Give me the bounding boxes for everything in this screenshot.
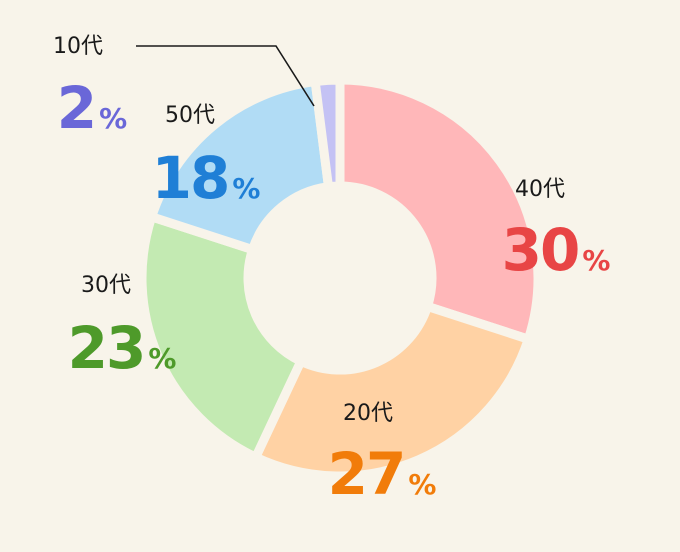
slice-value-label: 30% — [502, 216, 611, 284]
slice-labels: 40代 30 % 20代 27 % 30代 23 % 50代 18 % 10代 2% — [53, 34, 610, 508]
leader-line-10s — [136, 45, 315, 107]
donut-slices — [137, 75, 543, 481]
slice-category-label: 40代 — [515, 177, 565, 202]
slice-value-label: 18% — [152, 144, 261, 212]
slice-category-label: 30代 — [81, 273, 131, 298]
donut-slice — [137, 211, 307, 464]
slice-value-label: 27% — [328, 440, 437, 508]
donut-slice — [310, 75, 345, 192]
slice-value-label: 2% — [57, 74, 127, 142]
slice-category-label: 20代 — [343, 401, 393, 426]
slice-value-label: 23% — [68, 314, 177, 382]
slice-category-label: 10代 — [53, 34, 103, 59]
donut-slice — [146, 76, 334, 256]
donut-slice — [335, 75, 543, 345]
slice-category-label: 50代 — [165, 103, 215, 128]
donut-slice — [249, 300, 534, 481]
